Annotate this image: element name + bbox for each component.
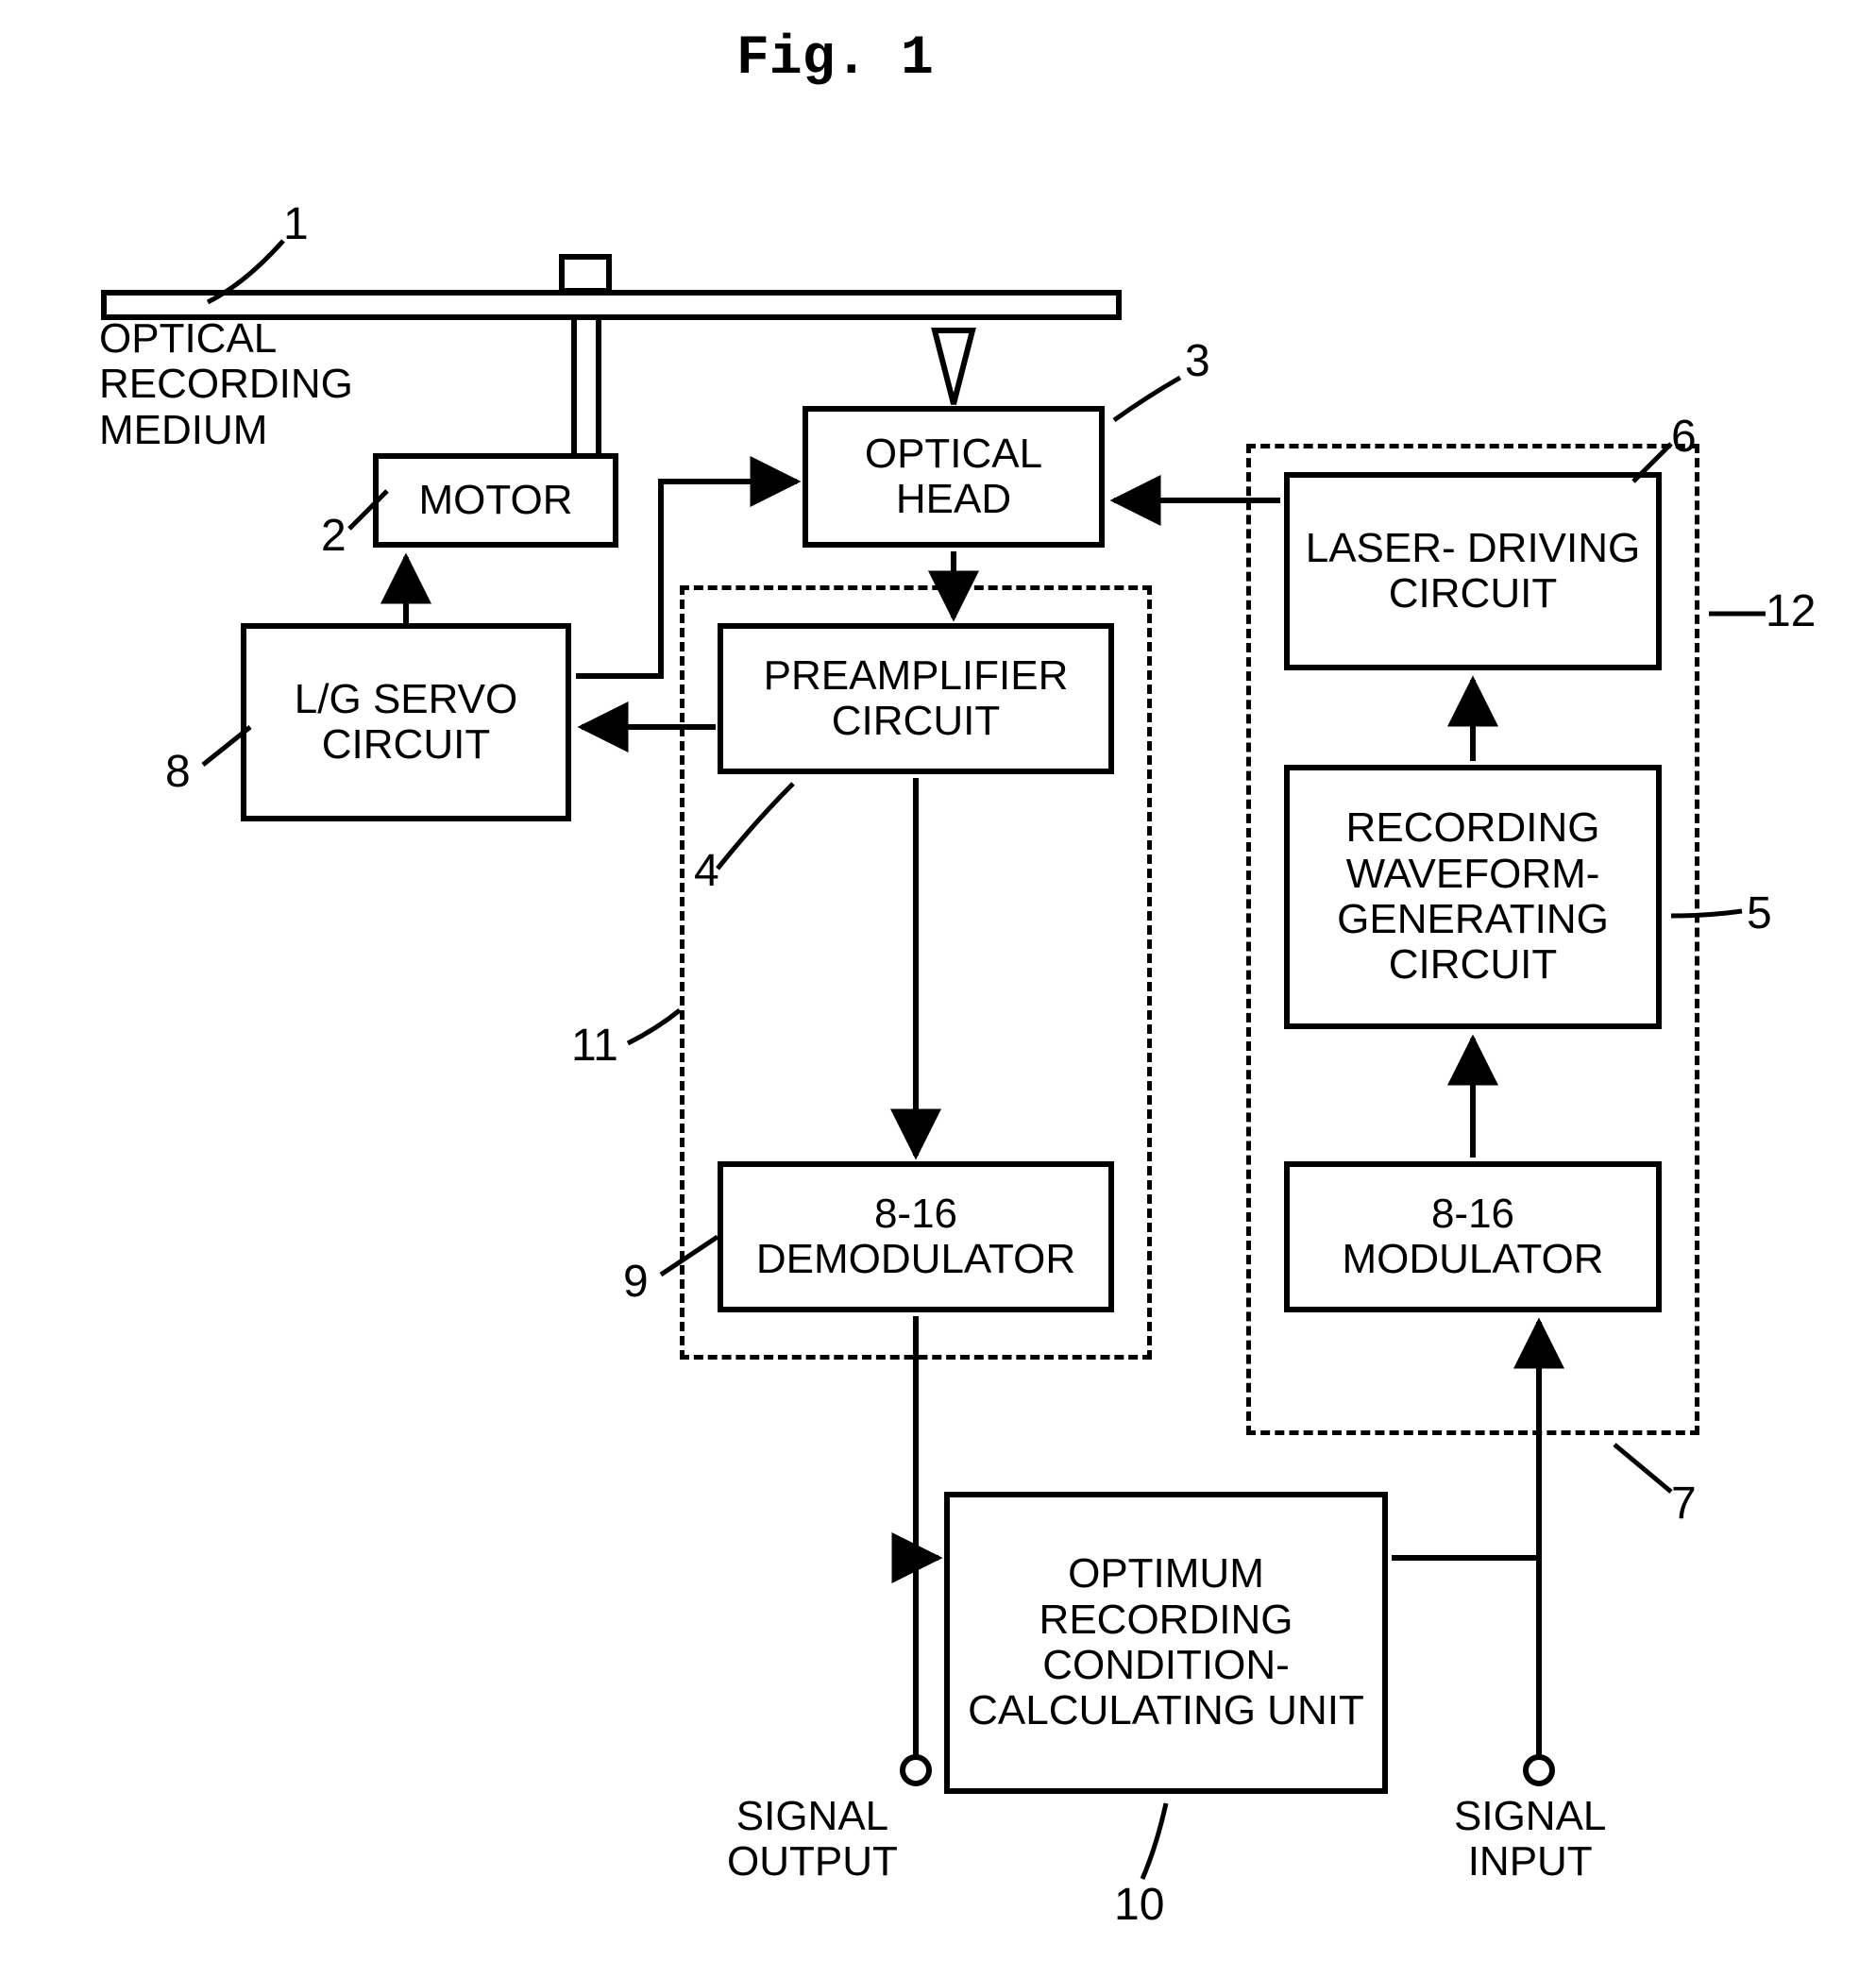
optical-head-box: OPTICAL HEAD — [803, 406, 1105, 548]
optical-head-text: OPTICAL HEAD — [814, 431, 1093, 523]
figure-title: Fig. 1 — [736, 28, 934, 90]
ref-5: 5 — [1747, 888, 1772, 939]
laser-text: LASER- DRIVING CIRCUIT — [1295, 526, 1650, 617]
ref-4: 4 — [694, 845, 719, 897]
diagram-canvas: Fig. 1 OPTICAL RECORDING MEDIUM MOTOR OP… — [0, 0, 1876, 1978]
signal-output-label: SIGNAL OUTPUT — [727, 1794, 898, 1885]
ref-12: 12 — [1766, 585, 1816, 637]
ref-3: 3 — [1185, 335, 1210, 387]
ref-7: 7 — [1671, 1478, 1697, 1530]
ref-10: 10 — [1114, 1879, 1164, 1931]
preamp-text: PREAMPLIFIER CIRCUIT — [729, 653, 1103, 745]
signal-input-label: SIGNAL INPUT — [1454, 1794, 1606, 1885]
preamp-box: PREAMPLIFIER CIRCUIT — [718, 623, 1114, 774]
ref-8: 8 — [165, 746, 191, 798]
optimum-text: OPTIMUM RECORDING CONDITION- CALCULATING… — [955, 1551, 1377, 1734]
ref-11: 11 — [571, 1020, 618, 1072]
modulator-box: 8-16 MODULATOR — [1284, 1161, 1662, 1312]
waveform-box: RECORDING WAVEFORM- GENERATING CIRCUIT — [1284, 765, 1662, 1029]
servo-text: L/G SERVO CIRCUIT — [252, 677, 560, 769]
servo-box: L/G SERVO CIRCUIT — [241, 623, 571, 821]
motor-box: MOTOR — [373, 453, 618, 548]
waveform-text: RECORDING WAVEFORM- GENERATING CIRCUIT — [1295, 805, 1650, 989]
demod-text: 8-16 DEMODULATOR — [729, 1192, 1103, 1283]
laser-box: LASER- DRIVING CIRCUIT — [1284, 472, 1662, 670]
modulator-text: 8-16 MODULATOR — [1295, 1192, 1650, 1283]
ref-1: 1 — [283, 198, 309, 250]
ref-6: 6 — [1671, 411, 1697, 463]
ref-9: 9 — [623, 1256, 649, 1308]
optimum-box: OPTIMUM RECORDING CONDITION- CALCULATING… — [944, 1492, 1388, 1794]
demod-box: 8-16 DEMODULATOR — [718, 1161, 1114, 1312]
ref-2: 2 — [321, 510, 346, 562]
medium-label: OPTICAL RECORDING MEDIUM — [99, 316, 353, 453]
motor-text: MOTOR — [419, 478, 573, 523]
